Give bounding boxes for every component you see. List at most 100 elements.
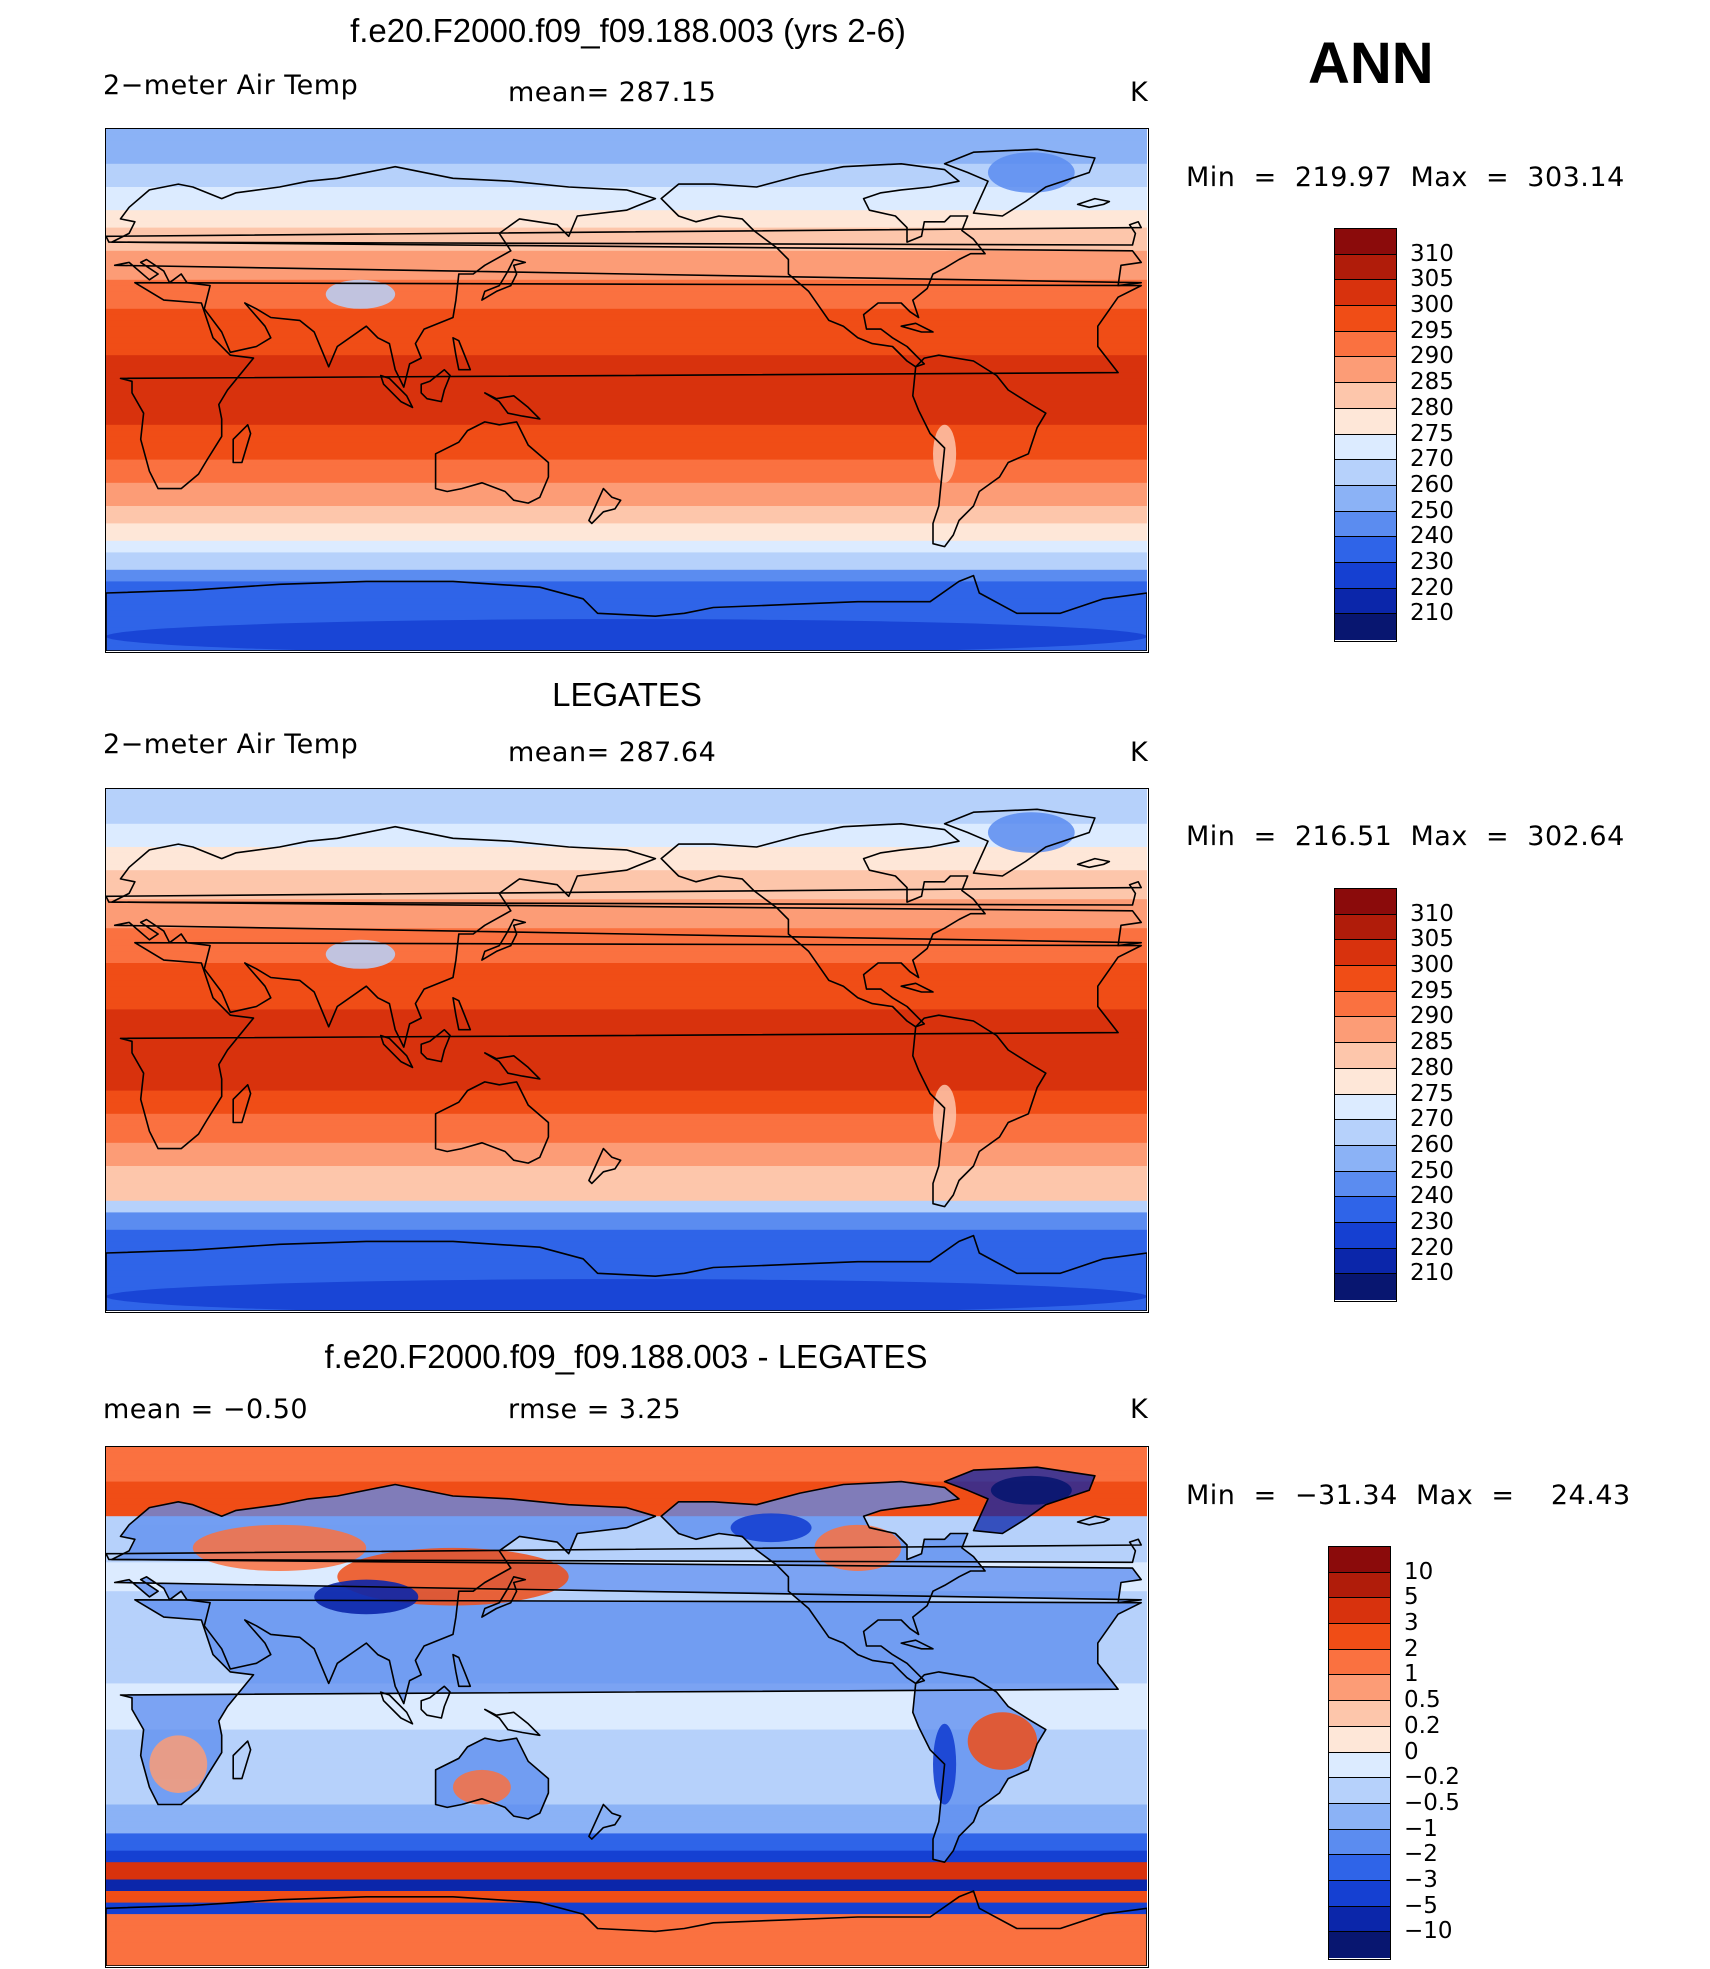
colorbar-swatch xyxy=(1335,1248,1396,1275)
units-label: K xyxy=(1130,77,1149,108)
min-max-label: Min = −31.34 Max = 24.43 xyxy=(1186,1480,1631,1511)
coastline-samerica xyxy=(912,1014,1047,1208)
colorbar-swatch xyxy=(1335,229,1396,255)
coastline-philippines xyxy=(452,337,472,371)
colorbar-swatch xyxy=(1335,991,1396,1018)
coastline-australia xyxy=(434,1081,550,1164)
coastline-australia xyxy=(434,421,550,504)
colorbar-tick-label: 295 xyxy=(1410,977,1454,1004)
colorbar-swatch xyxy=(1329,1598,1390,1625)
coastline-cuba xyxy=(900,322,934,333)
colorbar-swatch xyxy=(1329,1880,1390,1907)
colorbar-tick-label: −0.5 xyxy=(1404,1789,1460,1816)
coastline-europe xyxy=(111,1483,1142,1705)
coastline-cuba xyxy=(900,1639,934,1650)
coastline-sumatra xyxy=(379,1691,414,1725)
colorbar-swatch xyxy=(1335,408,1396,435)
colorbar-tick-label: −3 xyxy=(1404,1866,1438,1893)
colorbar-tick-label: 275 xyxy=(1410,420,1454,447)
colorbar-tick-label: −5 xyxy=(1404,1892,1438,1919)
colorbar-tick-label: −10 xyxy=(1404,1918,1453,1945)
coastline-antarctica xyxy=(106,574,1147,651)
colorbar-swatch xyxy=(1335,434,1396,461)
coastline-sumatra xyxy=(379,1034,414,1069)
field-patch xyxy=(325,279,396,309)
colorbar-swatch xyxy=(1335,537,1396,563)
colorbar-swatch xyxy=(1329,1547,1390,1573)
colorbar-tick-label: 1 xyxy=(1404,1661,1419,1688)
field-patch xyxy=(106,619,1147,651)
colorbar-swatch xyxy=(1329,1649,1390,1676)
colorbar-swatch xyxy=(1329,1906,1390,1933)
colorbar-tick-label: 275 xyxy=(1410,1080,1454,1107)
colorbar-swatch xyxy=(1335,614,1396,640)
season-label: ANN xyxy=(1308,31,1434,96)
colorbar-tick-label: 270 xyxy=(1410,1106,1454,1133)
units-label: K xyxy=(1130,737,1149,768)
colorbar-swatch xyxy=(1335,1120,1396,1146)
colorbar-swatch xyxy=(1335,254,1396,281)
colorbar-tick-label: 0.5 xyxy=(1404,1687,1441,1714)
panel-title: f.e20.F2000.f09_f09.188.003 (yrs 2-6) xyxy=(350,12,906,49)
colorbar-swatch xyxy=(1335,1197,1396,1223)
colorbar-tick-label: 260 xyxy=(1410,1131,1454,1158)
colorbar-swatch xyxy=(1335,1017,1396,1044)
map-svg-diff xyxy=(106,1447,1147,1966)
colorbar-swatch xyxy=(1335,331,1396,358)
colorbar-tick-label: 305 xyxy=(1410,266,1454,293)
coastline-antarctica xyxy=(106,1890,1147,1966)
coastline-newguinea xyxy=(484,1708,541,1737)
coastline-greenland xyxy=(943,1466,1096,1535)
coastline-africa xyxy=(119,1599,1142,1806)
coastline-sumatra xyxy=(379,374,414,409)
colorbar-swatch xyxy=(1329,1855,1390,1881)
coastlines xyxy=(106,1466,1147,1966)
anomaly-patch xyxy=(453,1769,511,1805)
colorbar-obs xyxy=(1334,888,1397,1302)
map-obs xyxy=(105,788,1149,1313)
zonal-bands xyxy=(106,789,1147,1311)
coastline-europe xyxy=(111,825,1142,1048)
coastline-iceland xyxy=(1076,1515,1111,1526)
map-svg-obs xyxy=(106,789,1147,1311)
colorbar-tick-label: 0 xyxy=(1404,1738,1419,1765)
colorbar-tick-label: 285 xyxy=(1410,369,1454,396)
colorbar-swatch xyxy=(1335,1222,1396,1249)
colorbar-swatch xyxy=(1329,1572,1390,1599)
colorbar-tick-label: 2 xyxy=(1404,1635,1419,1662)
colorbar-tick-label: 310 xyxy=(1410,900,1454,927)
colorbar-tick-label: 240 xyxy=(1410,1183,1454,1210)
coastline-japan xyxy=(481,258,527,301)
colorbar-tick-label: 240 xyxy=(1410,523,1454,550)
colorbar-swatch xyxy=(1329,1829,1390,1856)
colorbar-tick-label: 300 xyxy=(1410,292,1454,319)
coastline-madagascar xyxy=(232,1084,252,1124)
colorbar-tick-label: 230 xyxy=(1410,1208,1454,1235)
coastline-newzealand xyxy=(588,487,622,525)
coastlines xyxy=(106,148,1147,651)
field-patch xyxy=(987,152,1075,193)
colorbar-swatch xyxy=(1335,383,1396,409)
coastline-japan xyxy=(481,1576,527,1618)
colorbar-swatch xyxy=(1335,1274,1396,1300)
coastline-samerica xyxy=(912,1671,1047,1863)
colorbar-tick-label: −1 xyxy=(1404,1815,1438,1842)
colorbar-tick-label: −2 xyxy=(1404,1841,1438,1868)
coastline-greenland xyxy=(943,148,1096,217)
coastline-australia xyxy=(434,1737,550,1820)
colorbar-swatch xyxy=(1335,1068,1396,1095)
colorbar-tick-label: 270 xyxy=(1410,446,1454,473)
field-patch xyxy=(106,1279,1147,1311)
variable-label: 2−meter Air Temp xyxy=(103,729,359,760)
coastline-japan xyxy=(481,918,527,961)
coastline-antarctica xyxy=(106,1234,1147,1311)
field-patch xyxy=(987,812,1075,853)
colorbar-swatch xyxy=(1335,588,1396,615)
colorbar-swatch xyxy=(1335,889,1396,915)
colorbar-tick-label: 260 xyxy=(1410,471,1454,498)
colorbar-tick-label: 280 xyxy=(1410,1054,1454,1081)
colorbar-tick-label: 3 xyxy=(1404,1610,1419,1637)
colorbar-swatch xyxy=(1335,966,1396,992)
colorbar-swatch xyxy=(1335,357,1396,384)
coastline-borneo xyxy=(420,368,451,403)
